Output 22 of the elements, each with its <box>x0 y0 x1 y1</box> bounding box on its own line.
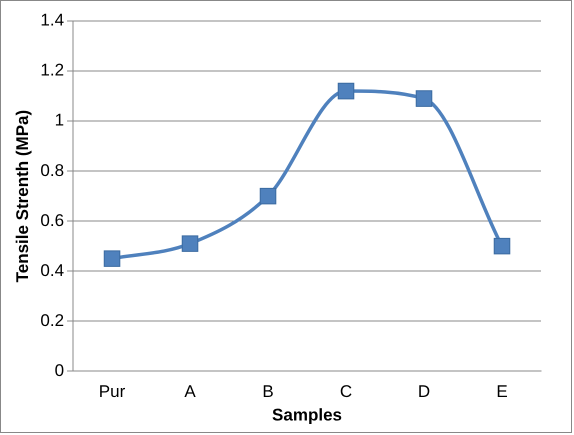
point <box>338 82 354 100</box>
point <box>182 235 198 252</box>
y-tick-label: 0.2 <box>40 310 64 330</box>
y-axis-title: Tensile Strenth (MPa) <box>12 110 32 282</box>
y-tick-label: 0.8 <box>40 160 64 180</box>
y-tick-label: 1 <box>54 110 64 130</box>
y-tick-label: 0 <box>54 360 64 380</box>
x-tick-label: A <box>184 382 196 402</box>
point <box>260 188 276 204</box>
y-tick-label: 1.4 <box>40 10 64 30</box>
x-tick-label: Pur <box>98 382 126 402</box>
point <box>104 250 120 267</box>
x-tick-label: D <box>418 382 430 402</box>
point <box>494 238 510 254</box>
point <box>416 90 432 107</box>
x-tick-label: C <box>340 382 352 402</box>
y-tick-label: 0.6 <box>40 210 64 230</box>
x-axis-title: Samples <box>272 405 342 424</box>
x-tick-label: E <box>496 382 508 402</box>
x-tick-label: B <box>262 382 274 402</box>
y-tick-label: 0.4 <box>40 260 64 280</box>
y-tick-label: 1.2 <box>40 60 64 80</box>
